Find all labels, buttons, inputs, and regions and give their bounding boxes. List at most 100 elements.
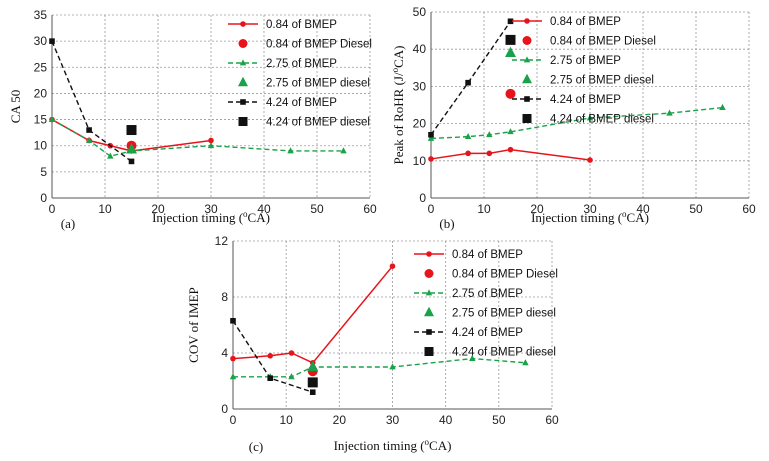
- gridlines: [431, 11, 750, 198]
- data-point: [507, 128, 514, 135]
- panel-b-rohr-chart: 0 10 20 30 40 50 60 0 10 20 30 40 50 Injection timing…: [390, 5, 756, 231]
- x-tick-label: 20: [530, 202, 544, 216]
- x-tick-label: 10: [98, 202, 112, 216]
- data-point: [428, 156, 434, 162]
- y-tick-label: 20: [413, 117, 427, 131]
- x-tick-label: 50: [310, 202, 324, 216]
- legend-entry: 4.24 of BMEP: [414, 327, 523, 339]
- legend-entry: 4.24 of BMEP diesel: [522, 114, 654, 126]
- panel-a-ca50-chart: 0 10 20 30 40 50 60 0 5 10 15 20 25 30 35 Injection tim…: [8, 8, 377, 231]
- data-point: [465, 79, 471, 86]
- legend-swatch-marker: [238, 76, 248, 87]
- y-tick-label: 0: [419, 191, 426, 205]
- data-point: [340, 147, 347, 154]
- legend-label: 2.75 of BMEP diesel: [452, 308, 556, 320]
- series-black-line: [428, 18, 514, 138]
- legend-entry: 0.84 of BMEP Diesel: [424, 269, 558, 281]
- series-line: [233, 357, 526, 378]
- legend-label: 4.24 of BMEP: [452, 327, 523, 339]
- data-point: [230, 355, 236, 362]
- y-tick-label: 4: [221, 346, 228, 360]
- data-point: [464, 132, 472, 140]
- data-point: [505, 46, 516, 58]
- panel-c-cov-imep-chart: 0 10 20 30 40 50 60 0 4 8 12 Injection timing (oCA)…: [186, 234, 559, 454]
- x-tick-label: 20: [333, 413, 347, 427]
- legend-label: 4.24 of BMEP diesel: [266, 117, 370, 129]
- legend-entry: 2.75 of BMEP: [414, 288, 523, 300]
- y-axis-label: COV of IMEP: [186, 287, 201, 363]
- data-point: [208, 137, 214, 144]
- legend-swatch-marker: [239, 59, 247, 66]
- series-black-square: [126, 125, 137, 136]
- legend-entry: 2.75 of BMEP diesel: [522, 73, 654, 87]
- series-red-line: [428, 146, 593, 163]
- data-point: [389, 363, 396, 370]
- data-point: [126, 143, 137, 154]
- panel-label: (b): [439, 216, 454, 231]
- x-tick-label: 30: [204, 202, 218, 216]
- panel-label: (c): [249, 439, 263, 454]
- y-tick-label: 8: [221, 290, 228, 304]
- y-tick-label: 25: [34, 60, 48, 74]
- data-point: [128, 158, 135, 165]
- legend-label: 4.24 of BMEP: [550, 94, 621, 106]
- legend-swatch-marker: [523, 56, 531, 63]
- panel-label: (a): [61, 216, 75, 231]
- series-red-line: [230, 263, 396, 366]
- data-point: [287, 147, 294, 154]
- legend: 0.84 of BMEP 0.84 of BMEP Diesel 2.75 of B…: [228, 19, 372, 129]
- data-point: [428, 131, 434, 138]
- legend-label: 2.75 of BMEP diesel: [550, 75, 654, 87]
- y-tick-label: 30: [413, 79, 427, 93]
- legend-swatch-marker: [238, 117, 248, 126]
- data-point: [465, 150, 471, 157]
- x-tick-label: 0: [230, 413, 237, 427]
- y-tick-label: 5: [40, 165, 47, 179]
- legend-swatch-marker: [522, 36, 532, 45]
- data-point: [486, 131, 493, 138]
- y-tick-label: 0: [40, 191, 47, 205]
- legend-swatch-marker: [522, 114, 532, 123]
- data-point: [85, 136, 93, 143]
- legend-entry: 0.84 of BMEP: [512, 16, 621, 28]
- y-tick-label: 35: [34, 8, 48, 22]
- x-tick-label: 50: [492, 413, 506, 427]
- data-point: [307, 377, 318, 388]
- series-line: [430, 20, 512, 136]
- legend-entry: 2.75 of BMEP diesel: [238, 76, 370, 90]
- data-point: [469, 354, 476, 361]
- legend-swatch-marker: [240, 21, 246, 27]
- data-point: [86, 127, 92, 133]
- legend-swatch-marker: [238, 39, 248, 48]
- legend-label: 4.24 of BMEP diesel: [550, 114, 654, 126]
- x-tick-label: 30: [583, 202, 597, 216]
- legend-label: 0.84 of BMEP: [550, 16, 621, 28]
- legend-entry: 4.24 of BMEP diesel: [424, 347, 556, 359]
- series-green-line: [427, 103, 726, 141]
- data-point: [288, 373, 295, 380]
- x-tick-label: 30: [386, 413, 400, 427]
- legend-label: 4.24 of BMEP: [266, 97, 337, 109]
- legend-swatch-marker: [522, 73, 532, 84]
- x-tick-label: 40: [439, 413, 453, 427]
- y-tick-label: 10: [34, 139, 48, 153]
- data-point: [505, 88, 516, 99]
- x-tick-label: 50: [689, 202, 703, 216]
- legend-swatch-marker: [524, 18, 530, 24]
- data-point: [107, 152, 114, 159]
- series-green-tri: [126, 143, 137, 154]
- legend-label: 0.84 of BMEP: [266, 19, 337, 31]
- series-line: [51, 40, 132, 162]
- x-tick-label: 0: [49, 202, 56, 216]
- x-tick-label: 10: [279, 413, 293, 427]
- legend-label: 0.84 of BMEP Diesel: [550, 36, 656, 48]
- data-point: [522, 359, 529, 366]
- series-green-tri: [505, 46, 516, 58]
- data-point: [389, 263, 396, 270]
- legend-swatch-marker: [424, 306, 434, 317]
- data-point: [267, 375, 274, 381]
- series-red-dot: [505, 88, 516, 99]
- data-point: [288, 350, 295, 356]
- legend-swatch-marker: [426, 251, 432, 257]
